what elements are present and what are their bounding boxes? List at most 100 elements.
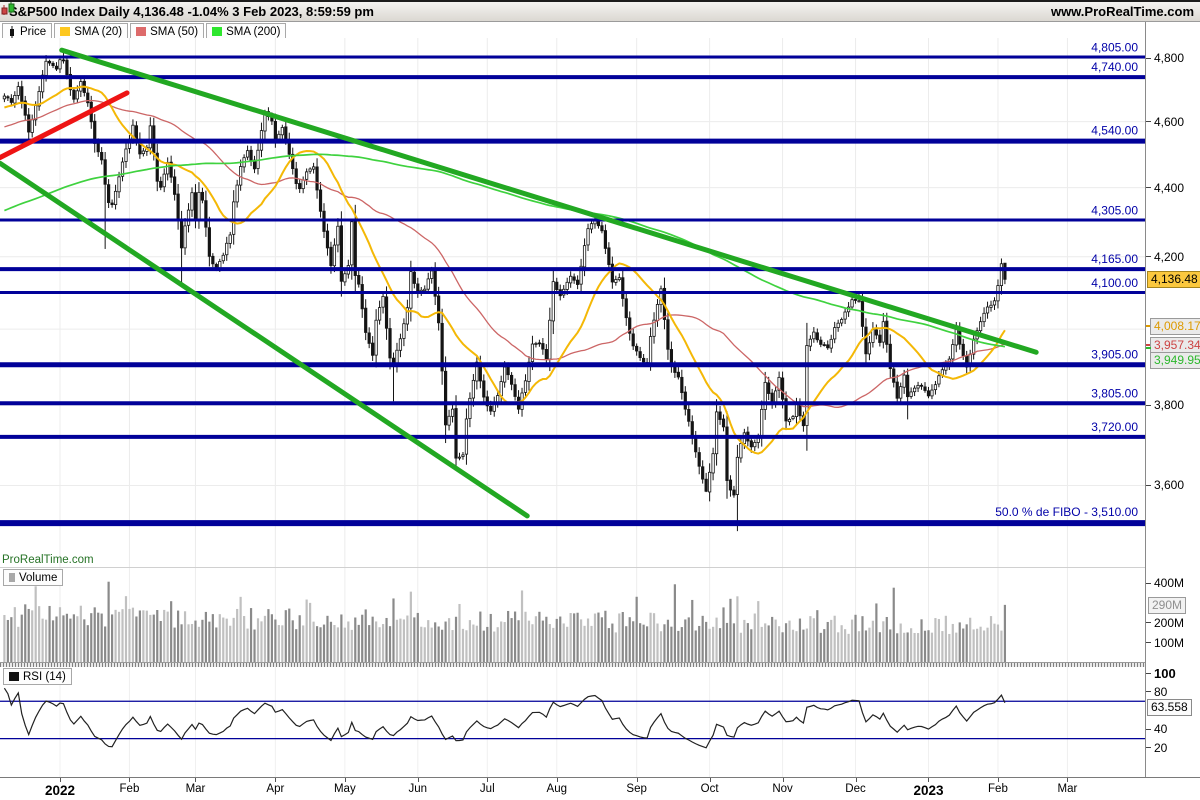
- volume-bar: [941, 631, 944, 662]
- volume-bar: [475, 625, 478, 662]
- volume-bar: [958, 622, 961, 662]
- volume-bar: [659, 631, 663, 662]
- rsi-legend-chip[interactable]: RSI (14): [3, 668, 72, 685]
- volume-legend-chip[interactable]: Volume: [3, 569, 64, 586]
- volume-bar: [771, 616, 774, 662]
- value-axis-column[interactable]: 4,800 4,600 4,400 4,200 3,800 3,600 4,136.48 4,…: [1146, 0, 1200, 800]
- volume-bar: [937, 619, 941, 662]
- volume-bar: [812, 618, 815, 662]
- volume-bar: [639, 623, 642, 662]
- volume-bar: [336, 627, 340, 662]
- volume-legend-label: Volume: [19, 571, 58, 584]
- volume-bar: [149, 614, 152, 662]
- volume-bar: [51, 620, 55, 662]
- volume-bar: [295, 629, 298, 662]
- sma50-line[interactable]: [4, 99, 1006, 408]
- price-tick-label: 4,200: [1154, 249, 1185, 264]
- level-label-4305: 4,305.00: [1091, 204, 1138, 218]
- sma-value-badge: 3,949.95: [1150, 352, 1200, 370]
- volume-bar: [614, 632, 617, 662]
- volume-tick: [1146, 582, 1151, 584]
- volume-bar: [774, 619, 777, 662]
- volume-bar: [121, 609, 124, 662]
- sma200-line[interactable]: [4, 153, 1006, 348]
- month-label-mar: Mar: [185, 783, 206, 795]
- volume-bar: [194, 620, 197, 662]
- volume-bar: [687, 617, 690, 662]
- volume-bar: [55, 616, 58, 662]
- volume-bar: [329, 621, 333, 662]
- volume-bar: [229, 625, 232, 662]
- volume-bar: [625, 626, 628, 662]
- volume-bar: [399, 618, 402, 662]
- trendline-upper-channel[interactable]: [59, 47, 1039, 355]
- volume-bar: [618, 613, 621, 662]
- legend-chip-price[interactable]: Price: [2, 23, 53, 40]
- volume-bar: [892, 587, 895, 662]
- volume-bar: [805, 628, 808, 662]
- trendline-breakout-line[interactable]: [0, 90, 130, 161]
- volume-bar: [951, 623, 954, 662]
- rsi-tick-label: 20: [1154, 740, 1168, 755]
- volume-bar: [701, 615, 704, 662]
- volume-bar: [3, 615, 6, 662]
- level-label-3510: 50.0 % de FIBO - 3,510.00: [995, 505, 1138, 519]
- volume-bar: [437, 626, 440, 662]
- volume-panel[interactable]: Volume: [0, 567, 1145, 663]
- volume-bar: [823, 629, 826, 662]
- volume-bar: [298, 615, 301, 662]
- volume-bar: [503, 622, 506, 662]
- volume-bar: [910, 628, 913, 662]
- volume-bar: [607, 628, 610, 662]
- volume-bar: [850, 619, 854, 662]
- price-axis-line: [1145, 22, 1146, 777]
- volume-bar: [215, 627, 218, 662]
- volume-bar: [666, 619, 670, 662]
- volume-bar: [760, 626, 763, 662]
- volume-bar: [576, 612, 579, 662]
- legend-chip-sma-20[interactable]: SMA (20): [54, 23, 129, 40]
- volume-bar: [833, 615, 836, 662]
- volume-bar: [545, 616, 548, 662]
- volume-bar: [753, 613, 756, 662]
- volume-bar: [315, 626, 319, 662]
- sma20-line[interactable]: [4, 85, 1006, 455]
- volume-bar: [166, 611, 169, 662]
- volume-bar: [256, 618, 260, 662]
- volume-bar: [538, 611, 541, 662]
- volume-bar: [1000, 630, 1003, 662]
- volume-bar: [604, 610, 607, 662]
- volume-bar: [451, 630, 454, 662]
- sma-axis-dash: [1146, 346, 1151, 349]
- volume-bar: [187, 624, 190, 662]
- volume-bar: [691, 599, 694, 662]
- price-tick-label: 3,600: [1154, 478, 1185, 493]
- volume-bar: [27, 608, 30, 662]
- volume-bar: [409, 591, 412, 662]
- legend-chip-sma-200[interactable]: SMA (200): [206, 23, 287, 40]
- volume-bar: [757, 601, 760, 662]
- volume-bar: [527, 620, 531, 662]
- legend-label: SMA (200): [226, 25, 281, 38]
- sma-axis-dash: [1146, 325, 1151, 328]
- sma-value-badge: 4,008.17: [1150, 318, 1200, 336]
- volume-bar: [816, 610, 819, 662]
- volume-bar: [826, 621, 829, 662]
- sma-value-badge: 3,957.34: [1150, 337, 1200, 355]
- volume-bar: [962, 628, 965, 662]
- price-legend: Price SMA (20) SMA (50) SMA (200): [2, 23, 288, 40]
- volume-bar: [211, 614, 214, 662]
- volume-bar: [854, 614, 857, 662]
- month-tick: [709, 778, 711, 782]
- price-chart-panel[interactable]: 4,805.00 4,740.00 4,540.00 4,305.00 4,165.00…: [0, 38, 1145, 567]
- volume-bar: [677, 630, 680, 662]
- rsi-line[interactable]: [3, 687, 1006, 749]
- rsi-panel[interactable]: RSI (14): [0, 667, 1145, 777]
- sma-color-swatch: [136, 27, 147, 36]
- volume-bar: [284, 610, 287, 662]
- time-axis[interactable]: 2022 Feb Mar Apr May Jun Jul Aug Sep Oct Nov Dec 202…: [0, 777, 1200, 800]
- volume-bar: [69, 618, 72, 662]
- trendline-lower-channel[interactable]: [0, 160, 530, 519]
- month-tick: [487, 778, 489, 782]
- volume-bar: [180, 624, 183, 662]
